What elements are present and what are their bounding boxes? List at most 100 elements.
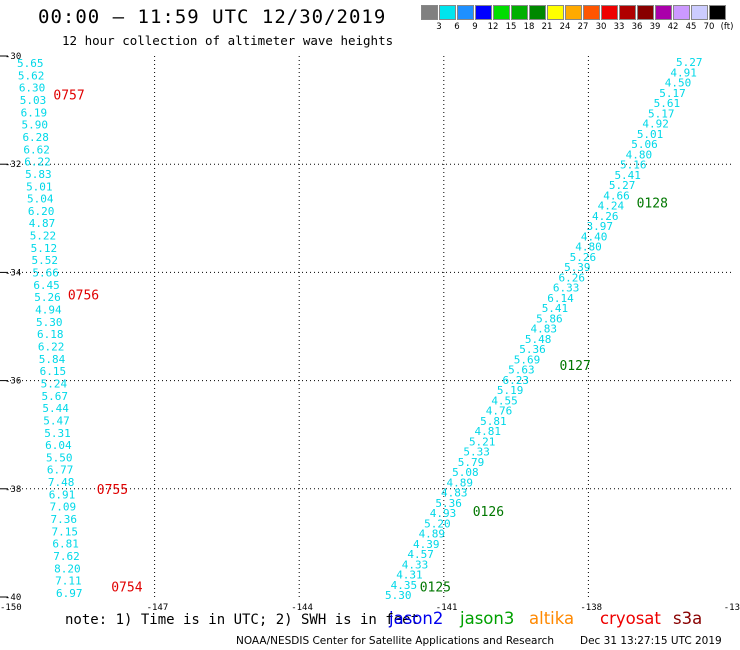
color-swatch — [421, 5, 438, 20]
swh-value: 5.84 — [39, 353, 66, 366]
swh-value: 5.33 — [463, 446, 490, 459]
swh-value: 5.01 — [637, 128, 664, 141]
swh-value: 6.20 — [28, 205, 55, 218]
swh-value: 4.26 — [592, 210, 619, 223]
pass-time-label: 0755 — [97, 483, 128, 498]
color-swatch — [691, 5, 708, 20]
swh-value: 4.40 — [581, 230, 608, 243]
swh-value: 6.19 — [21, 106, 48, 119]
swh-value: 4.66 — [603, 189, 630, 202]
swh-value: 4.39 — [413, 538, 440, 551]
lat-tick-label: -38 — [5, 485, 21, 495]
color-swatch — [583, 5, 600, 20]
lon-tick-label: -141 — [436, 603, 458, 613]
color-tick-label: 24 — [559, 22, 571, 32]
color-swatch — [673, 5, 690, 20]
color-swatch — [655, 5, 672, 20]
swh-value: 5.61 — [654, 97, 681, 110]
swh-value: 4.50 — [665, 77, 692, 90]
swh-value: 5.22 — [30, 230, 57, 243]
color-swatch — [457, 5, 474, 20]
swh-value: 5.36 — [519, 343, 546, 356]
satellite-legend-item: jason3 — [460, 609, 515, 628]
swh-value: 6.30 — [19, 82, 46, 95]
swh-value: 5.66 — [32, 267, 59, 280]
swh-value: 4.76 — [486, 405, 513, 418]
color-tick-label: 21 — [541, 22, 553, 32]
swh-value: 4.93 — [430, 507, 457, 520]
color-tick-label: (ft) — [720, 22, 734, 32]
swh-value: 4.35 — [391, 579, 418, 592]
satellite-legend-item: jason2 — [389, 609, 444, 628]
swh-value: 5.39 — [564, 261, 591, 274]
swh-value: 5.90 — [22, 119, 48, 132]
color-swatch — [565, 5, 582, 20]
lat-tick-label: -36 — [5, 377, 21, 387]
swh-value: 6.18 — [37, 328, 64, 341]
swh-value: 4.91 — [670, 66, 697, 79]
swh-value: 5.83 — [25, 168, 51, 181]
credit-line: NOAA/NESDIS Center for Satellite Applica… — [236, 635, 554, 647]
swh-value: 7.15 — [51, 525, 78, 538]
swh-value: 5.65 — [17, 57, 44, 70]
swh-value: 5.79 — [458, 456, 485, 469]
swh-value: 4.87 — [29, 217, 55, 230]
swh-value: 5.31 — [44, 427, 71, 440]
swh-value: 6.28 — [22, 131, 49, 144]
swh-value: 5.17 — [659, 87, 686, 100]
swh-value: 5.26 — [34, 291, 61, 304]
swh-value: 5.20 — [424, 517, 451, 530]
swh-value: 4.24 — [598, 200, 625, 213]
swh-value: 4.80 — [575, 241, 602, 254]
swh-value: 4.83 — [441, 487, 468, 500]
pass-time-label: 0754 — [111, 581, 142, 596]
swh-value: 6.14 — [547, 292, 574, 305]
lon-tick-label: -147 — [147, 603, 169, 613]
pass-time-label: 0127 — [559, 359, 590, 374]
pass-time-label: 0125 — [420, 581, 451, 596]
lon-tick-label: -13 — [724, 603, 740, 613]
swh-value: 4.81 — [475, 425, 502, 438]
swh-value: 4.89 — [447, 476, 474, 489]
swh-value: 7.11 — [55, 575, 81, 588]
pass-time-label: 0757 — [53, 88, 84, 103]
color-tick-label: 18 — [523, 22, 535, 32]
chart-subtitle: 12 hour collection of altimeter wave hei… — [62, 33, 394, 48]
swh-value: 6.97 — [56, 587, 83, 600]
swh-value: 5.17 — [648, 107, 675, 120]
swh-value: 4.83 — [531, 323, 558, 336]
generated-timestamp: Dec 31 13:27:15 UTC 2019 — [580, 635, 722, 647]
color-tick-label: 6 — [454, 22, 460, 32]
lat-tick-label: -40 — [5, 593, 21, 603]
swh-value: 4.55 — [491, 394, 517, 407]
swh-value: 5.52 — [32, 254, 59, 267]
color-swatch — [529, 5, 546, 20]
swh-value: 5.69 — [514, 353, 541, 366]
swh-value: 5.41 — [614, 169, 641, 182]
swh-value: 6.04 — [45, 439, 72, 452]
lon-tick-label: -150 — [0, 603, 22, 613]
satellite-legend-item: altika — [529, 609, 575, 628]
footer-note: note: 1) Time is in UTC; 2) SWH is in fe… — [65, 612, 420, 628]
color-tick-label: 15 — [505, 22, 517, 32]
swh-value: 6.26 — [558, 271, 585, 284]
swh-value: 6.91 — [49, 488, 76, 501]
swh-value: 5.16 — [620, 159, 647, 172]
swh-value: 7.09 — [50, 501, 77, 514]
color-swatch — [439, 5, 456, 20]
lat-tick-label: -30 — [5, 52, 21, 62]
swh-value: 5.12 — [31, 242, 58, 255]
color-tick-label: 39 — [649, 22, 661, 32]
swh-value: 5.08 — [452, 466, 479, 479]
swh-value: 6.15 — [40, 365, 67, 378]
swh-value: 5.21 — [469, 435, 496, 448]
swh-value: 4.89 — [419, 528, 446, 541]
swh-value: 6.22 — [38, 340, 65, 353]
swh-value: 5.30 — [385, 589, 412, 602]
color-tick-label: 33 — [613, 22, 625, 32]
color-swatch — [601, 5, 618, 20]
swh-value: 5.27 — [676, 56, 703, 69]
lat-tick-label: -32 — [5, 160, 21, 170]
swh-value: 6.62 — [23, 143, 50, 156]
swh-value: 5.30 — [36, 316, 63, 329]
